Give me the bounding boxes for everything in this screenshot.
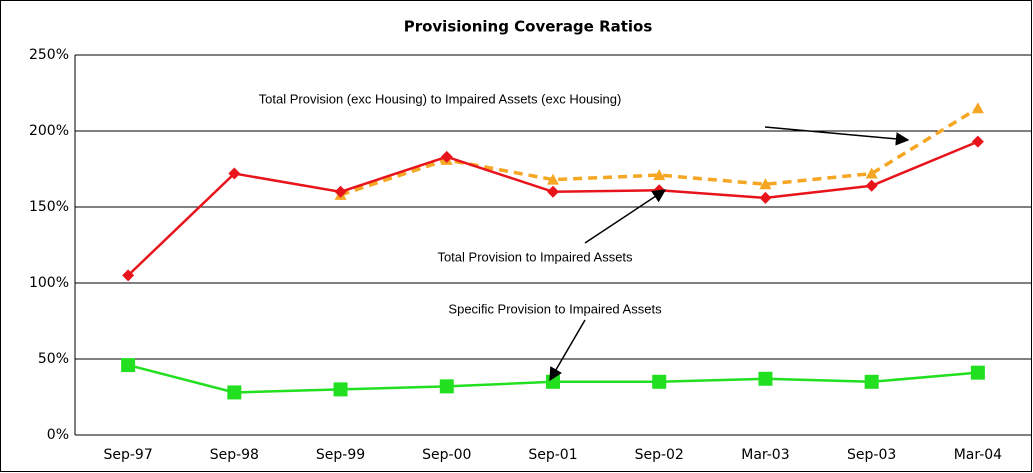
marker	[546, 374, 560, 389]
x-tick-label: Sep-01	[528, 447, 577, 463]
marker	[228, 167, 241, 180]
marker	[759, 178, 772, 190]
y-tick-label: 200%	[29, 123, 69, 139]
marker	[333, 382, 348, 397]
marker	[439, 379, 454, 394]
series-label: Specific Provision to Impaired Assets	[448, 301, 662, 316]
x-tick-label: Sep-03	[847, 447, 896, 463]
series-label: Total Provision to Impaired Assets	[437, 249, 633, 264]
x-tick-label: Sep-99	[316, 447, 365, 463]
x-tick-label: Sep-02	[635, 447, 684, 463]
chart-title: Provisioning Coverage Ratios	[404, 18, 653, 36]
marker	[334, 185, 347, 198]
x-tick-label: Sep-98	[210, 447, 259, 463]
marker	[121, 358, 136, 373]
marker	[865, 167, 878, 179]
x-tick-label: Mar-03	[741, 447, 789, 463]
marker	[865, 179, 878, 192]
marker	[970, 365, 985, 380]
marker	[971, 135, 984, 148]
marker	[547, 173, 559, 185]
marker	[547, 185, 559, 198]
marker	[759, 191, 772, 204]
marker	[653, 169, 666, 181]
x-tick-label: Mar-04	[954, 447, 1002, 463]
x-tick-label: Sep-00	[422, 447, 471, 463]
y-tick-label: 100%	[29, 275, 69, 291]
marker	[122, 269, 135, 282]
marker	[971, 102, 984, 114]
marker	[440, 150, 453, 163]
marker	[652, 374, 667, 389]
marker	[758, 371, 773, 386]
x-tick-label: Sep-97	[103, 447, 152, 463]
y-tick-label: 250%	[29, 47, 69, 63]
y-tick-label: 150%	[29, 199, 69, 215]
y-tick-label: 0%	[47, 427, 69, 443]
y-tick-label: 50%	[38, 351, 69, 367]
series-label: Total Provision (exc Housing) to Impaire…	[259, 91, 622, 106]
marker	[227, 385, 242, 400]
annotation-arrow	[764, 126, 910, 146]
marker	[864, 374, 879, 389]
annotation-arrow	[584, 189, 667, 244]
annotation-arrow	[549, 319, 586, 382]
